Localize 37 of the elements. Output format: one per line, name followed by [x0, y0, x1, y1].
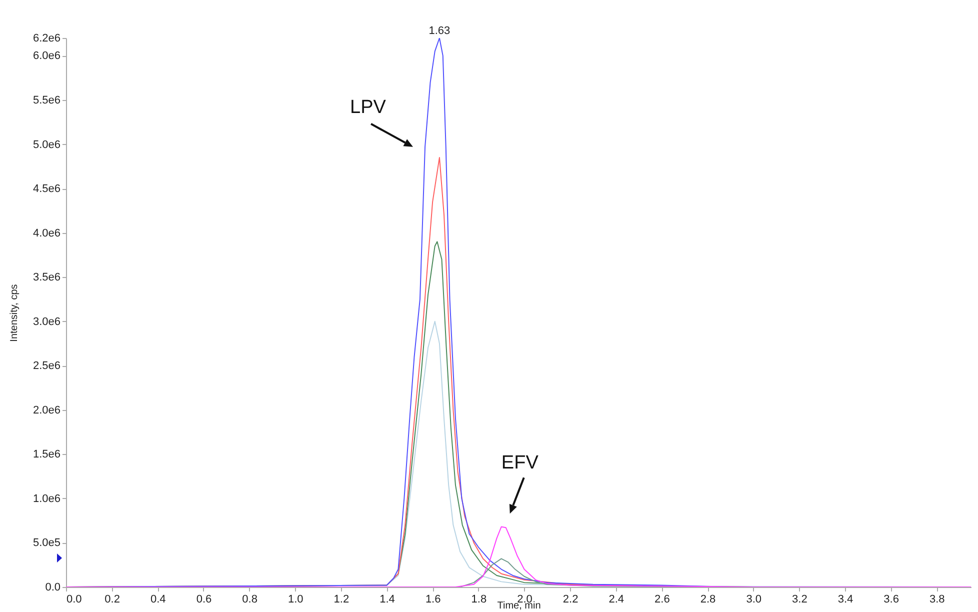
y-tick-label: 5.0e5	[32, 537, 60, 550]
x-tick-label: 3.0	[746, 594, 762, 606]
y-tick-label: 4.5e6	[32, 183, 60, 196]
y-tick-label: 2.5e6	[32, 360, 60, 372]
y-axis-title: Intensity, cps	[8, 284, 20, 342]
y-tick-label: 0.0	[45, 582, 60, 594]
x-tick-label: 2.2	[562, 594, 578, 606]
x-tick-label: 1.8	[471, 594, 487, 606]
annotation: 1.63	[428, 25, 450, 37]
x-tick-label: 3.4	[838, 594, 854, 606]
x-tick-label: 1.4	[380, 594, 395, 606]
y-tick-label: 3.0e6	[32, 316, 60, 328]
x-tick-label: 1.6	[425, 594, 441, 606]
x-tick-label: 1.2	[334, 594, 350, 606]
y-tick-label: 6.2e6	[32, 32, 60, 44]
x-tick-label: 2.6	[654, 594, 670, 606]
y-tick-label: 1.0e6	[32, 492, 60, 505]
x-tick-label: 0.4	[150, 594, 166, 606]
x-tick-label: 3.8	[929, 594, 945, 606]
x-tick-label: 0.2	[104, 594, 120, 606]
y-tick-label: 1.5e6	[32, 448, 60, 461]
y-tick-label: 2.0e6	[32, 404, 60, 416]
x-tick-label: 2.4	[608, 594, 624, 606]
x-tick-label: 3.6	[884, 594, 899, 606]
x-tick-label: 0.6	[196, 594, 212, 606]
x-tick-label: 3.2	[792, 594, 808, 606]
y-tick-label: 5.5e6	[32, 94, 60, 106]
annotation: EFV	[501, 452, 539, 474]
y-tick-label: 3.5e6	[32, 272, 60, 284]
x-tick-label: 0.0	[66, 594, 82, 606]
y-tick-label: 5.0e6	[32, 138, 60, 151]
y-tick-label: 4.0e6	[32, 227, 60, 240]
x-tick-label: 1.0	[288, 594, 304, 606]
y-tick-label: 6.0e6	[32, 50, 60, 62]
annotation: LPV	[350, 96, 386, 118]
x-tick-label: 0.8	[242, 594, 258, 606]
x-tick-label: 2.8	[700, 594, 716, 606]
